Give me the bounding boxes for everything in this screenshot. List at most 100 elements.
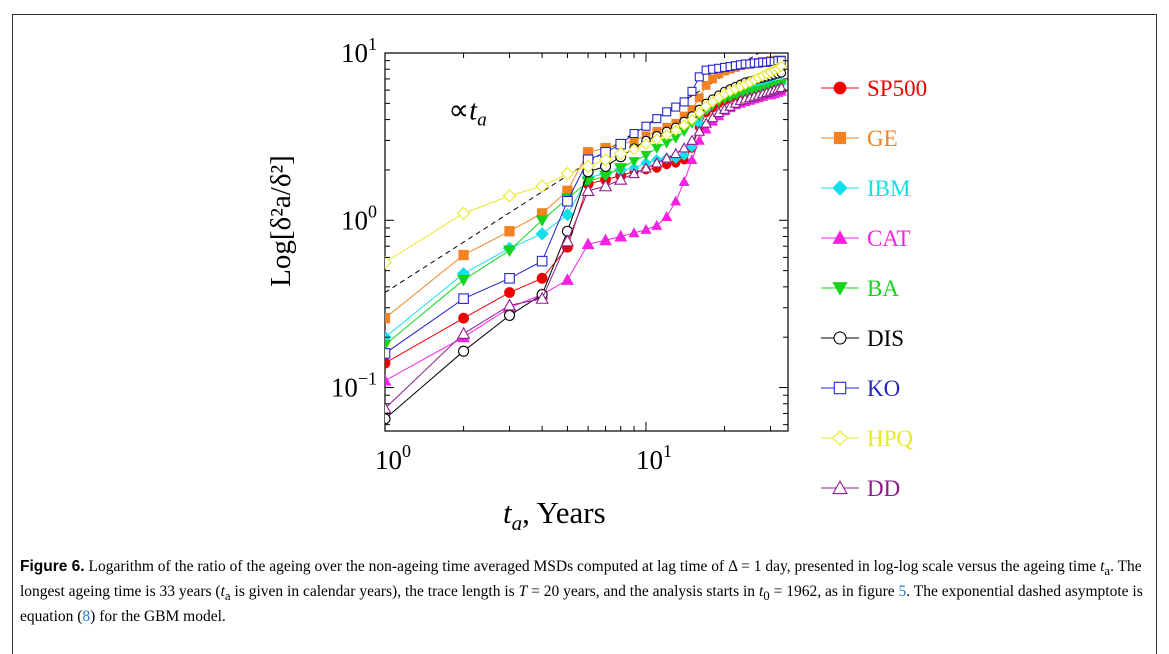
data-point-ge bbox=[701, 81, 711, 90]
equation-8-link[interactable]: 8 bbox=[82, 608, 91, 626]
legend-label: CAT bbox=[867, 226, 910, 251]
data-point-dd bbox=[775, 81, 788, 93]
data-point-dd bbox=[456, 326, 471, 339]
data-point-ba bbox=[503, 245, 516, 258]
data-point-hpq bbox=[686, 113, 698, 126]
legend-item-ibm: IBM bbox=[821, 176, 910, 201]
data-point-cat bbox=[640, 223, 652, 234]
data-point-hpq bbox=[560, 166, 575, 181]
legend-marker bbox=[832, 479, 848, 495]
series-line-dis bbox=[385, 72, 782, 420]
y-axis-label: Log[δ²a/δ²] bbox=[265, 155, 297, 287]
data-point-hpq bbox=[660, 128, 673, 141]
data-point-ko bbox=[694, 72, 704, 82]
data-point-hpq bbox=[385, 255, 392, 270]
data-point-cat bbox=[599, 233, 612, 246]
data-point-dd bbox=[560, 234, 575, 247]
caption-text-5: = 1962, as in figure bbox=[769, 583, 899, 601]
legend-label: BA bbox=[867, 276, 899, 301]
x-tick-label: 100 bbox=[375, 441, 411, 475]
data-point-cat bbox=[581, 237, 595, 250]
legend-marker bbox=[832, 282, 848, 296]
data-point-dis bbox=[385, 413, 391, 425]
data-point-cat bbox=[628, 227, 640, 238]
caption-ta-sub: a bbox=[1104, 563, 1111, 579]
figure-label: Figure 6. bbox=[20, 558, 85, 575]
data-point-dd bbox=[598, 179, 613, 192]
data-point-hpq bbox=[650, 133, 663, 146]
legend-marker bbox=[833, 331, 847, 345]
plot-area bbox=[385, 53, 788, 425]
data-point-dd bbox=[700, 117, 712, 128]
data-point-ko bbox=[536, 255, 548, 267]
data-point-sp500 bbox=[385, 357, 391, 369]
caption-text-7: ) for the GBM model. bbox=[90, 608, 226, 626]
data-point-hpq bbox=[456, 206, 471, 221]
data-point-dd bbox=[669, 147, 682, 159]
data-point-hpq bbox=[678, 119, 690, 132]
y-tick-label: 101 bbox=[341, 34, 377, 68]
data-point-dd bbox=[535, 291, 549, 304]
legend-label: IBM bbox=[867, 176, 910, 201]
series-line-ibm bbox=[385, 82, 782, 338]
ticks: 100 101 10−1 100 101 bbox=[331, 34, 788, 475]
legend-marker bbox=[832, 430, 848, 446]
data-point-hpq bbox=[502, 189, 517, 203]
data-point-dd bbox=[581, 183, 595, 196]
series-line-ba bbox=[385, 83, 782, 346]
legend-item-hpq: HPQ bbox=[821, 426, 913, 451]
plot-frame bbox=[384, 52, 789, 432]
series-ibm bbox=[385, 77, 787, 344]
data-point-dd bbox=[385, 401, 392, 414]
data-point-ko bbox=[562, 195, 573, 207]
data-point-hpq bbox=[700, 100, 712, 113]
data-point-ge bbox=[694, 93, 704, 103]
data-point-ko bbox=[652, 114, 662, 124]
y-tick-label: 10−1 bbox=[331, 369, 377, 403]
data-point-hpq bbox=[628, 143, 640, 156]
data-point-ibm bbox=[535, 227, 549, 241]
data-point-ko bbox=[662, 107, 672, 117]
data-point-cat bbox=[693, 134, 705, 145]
data-point-cat bbox=[686, 154, 698, 165]
figure-frame bbox=[12, 14, 1157, 654]
legend-label: DIS bbox=[867, 326, 904, 351]
data-point-ba bbox=[614, 163, 628, 175]
data-point-hpq bbox=[693, 106, 706, 119]
data-point-sp500 bbox=[536, 272, 548, 284]
data-point-ko bbox=[385, 348, 391, 359]
data-point-ko bbox=[671, 102, 681, 112]
data-point-ko bbox=[629, 129, 639, 139]
data-point-dd bbox=[678, 142, 690, 153]
legend-item-ba: BA bbox=[821, 276, 899, 301]
caption-ta-var-2: t bbox=[220, 583, 225, 601]
figure-caption: Figure 6. Logarithm of the ratio of the … bbox=[20, 556, 1145, 627]
x-axis-label: ta, Years bbox=[503, 495, 606, 535]
series-ba bbox=[385, 80, 787, 352]
legend-marker bbox=[832, 180, 848, 196]
legend-marker bbox=[833, 131, 847, 145]
data-point-ko bbox=[687, 86, 697, 96]
data-point-cat bbox=[700, 123, 712, 134]
proportional-annotation: ∝ta bbox=[448, 95, 486, 131]
caption-text-1: Logarithm of the ratio of the ageing ove… bbox=[84, 558, 1101, 575]
annotation: ∝ta bbox=[448, 95, 486, 131]
caption-t0-sub: 0 bbox=[763, 588, 770, 604]
series-hpq bbox=[385, 60, 788, 270]
chart: 100 101 10−1 100 101 ∝ta ta, Years Log[δ²a/δ²… bbox=[265, 34, 927, 535]
data-point-dd bbox=[628, 167, 640, 179]
data-point-sp500 bbox=[504, 287, 515, 298]
data-point-cat bbox=[614, 229, 628, 242]
y-tick-label: 100 bbox=[341, 201, 377, 235]
figure-5-link[interactable]: 5 bbox=[898, 583, 907, 601]
data-point-hpq bbox=[775, 60, 788, 73]
data-point-ko bbox=[458, 293, 469, 304]
x-tick-label: 101 bbox=[636, 441, 672, 475]
data-point-hpq bbox=[640, 138, 652, 151]
data-point-sp500 bbox=[458, 312, 469, 324]
legend-marker bbox=[832, 230, 848, 244]
data-point-hpq bbox=[535, 179, 549, 193]
data-point-cat bbox=[561, 273, 574, 285]
data-point-ko bbox=[641, 121, 651, 131]
caption-text-3: is given in calendar years), the trace l… bbox=[230, 583, 519, 601]
